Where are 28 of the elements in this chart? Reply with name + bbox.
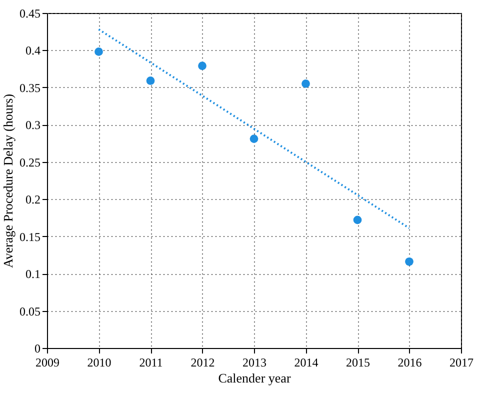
y-tick-label: 0.45 — [20, 6, 40, 20]
y-tick-label: 0.2 — [26, 192, 40, 207]
point — [405, 257, 414, 266]
x-tick-label: 2011 — [139, 356, 163, 370]
y-tick-label: 0 — [34, 342, 40, 356]
y-tick-label: 0.25 — [20, 155, 40, 170]
x-tick-label: 2017 — [450, 356, 474, 370]
y-tick-label: 0.4 — [26, 44, 40, 58]
y-tick-label: 0.1 — [26, 267, 40, 282]
y-tick-label: 0.15 — [20, 230, 40, 244]
point — [146, 76, 155, 85]
point — [94, 48, 103, 56]
x-tick-label: 2013 — [242, 356, 266, 370]
x-tick-label: 2010 — [87, 356, 112, 370]
y-tick-label: 0.35 — [20, 80, 40, 95]
point — [198, 62, 206, 70]
x-tick-label: 2016 — [398, 356, 422, 370]
point — [353, 216, 362, 224]
x-tick-label: 2009 — [36, 356, 60, 370]
y-tick-label: 0.05 — [20, 304, 40, 318]
point — [250, 134, 258, 143]
x-tick-label: 2012 — [190, 356, 215, 370]
y-axis-title: Average Procedure Delay (hours) — [0, 94, 16, 268]
y-tick-label: 0.3 — [26, 118, 40, 132]
point — [302, 80, 310, 88]
x-tick-label: 2015 — [346, 356, 370, 370]
x-tick-label: 2014 — [294, 356, 318, 370]
x-axis-title: Calender year — [218, 370, 292, 386]
